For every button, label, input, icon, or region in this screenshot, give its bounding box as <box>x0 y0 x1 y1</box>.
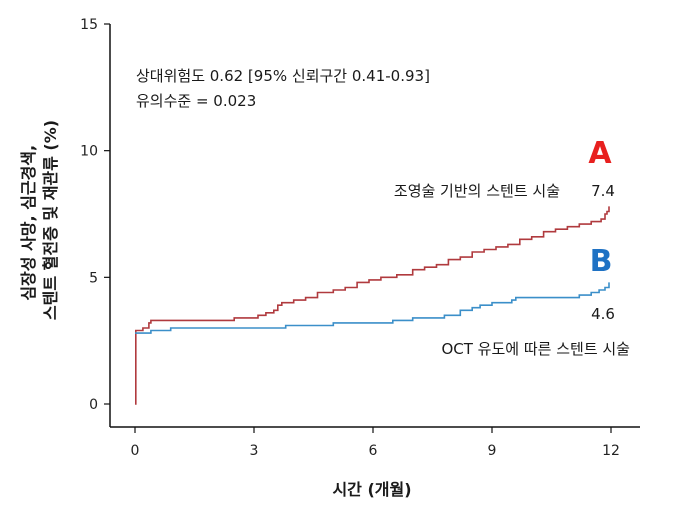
y-ticks: 0 5 10 15 <box>80 17 110 413</box>
y-tick-label: 15 <box>80 17 98 33</box>
series-a-end-value: 7.4 <box>591 182 615 200</box>
series-b-line <box>135 282 610 334</box>
y-axis-title-line2: 스텐트 혈전증 및 재관류 (%) <box>41 120 60 320</box>
series-a-name: 조영술 기반의 스텐트 시술 <box>394 182 560 200</box>
y-tick-label: 10 <box>80 144 98 160</box>
x-tick-label: 6 <box>369 443 378 459</box>
series-b-name: OCT 유도에 따른 스텐트 시술 <box>441 340 630 358</box>
series-b-end-value: 4.6 <box>591 305 615 323</box>
x-tick-label: 12 <box>602 443 620 459</box>
series-a-badge: A <box>588 136 612 171</box>
series-a-line <box>135 206 610 405</box>
x-axis-title: 시간 (개월) <box>332 480 411 499</box>
x-tick-label: 3 <box>250 443 259 459</box>
y-axis-title: 심장성 사망, 심근경색, 스텐트 혈전증 및 재관류 (%) <box>19 120 60 320</box>
series-b-badge: B <box>590 244 613 279</box>
hazard-ratio-text: 상대위험도 0.62 [95% 신뢰구간 0.41-0.93] <box>136 67 430 85</box>
y-tick-label: 5 <box>89 270 98 286</box>
x-tick-label: 9 <box>488 443 497 459</box>
y-axis-title-line1: 심장성 사망, 심근경색, <box>19 145 38 301</box>
x-tick-label: 0 <box>131 443 140 459</box>
series-layer <box>135 206 610 405</box>
y-tick-label: 0 <box>89 397 98 413</box>
x-ticks: 0 3 6 9 12 <box>131 427 620 459</box>
p-value-text: 유의수준 = 0.023 <box>136 92 256 110</box>
